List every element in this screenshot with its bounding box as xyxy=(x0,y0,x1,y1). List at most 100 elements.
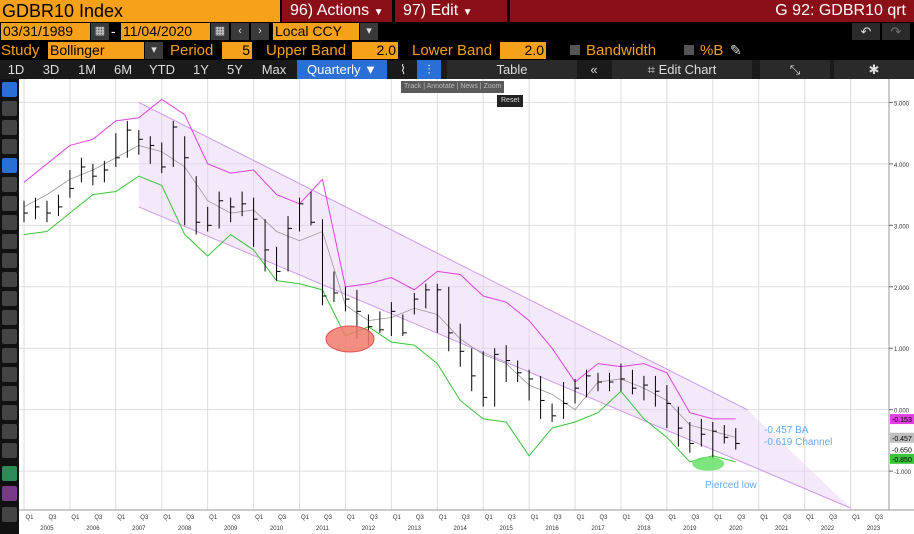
fib-tool-icon[interactable] xyxy=(2,158,17,173)
color-picker-icon[interactable] xyxy=(2,466,17,481)
date-separator: - xyxy=(111,23,116,39)
tab-ytd[interactable]: YTD xyxy=(149,62,175,77)
tab-1y[interactable]: 1Y xyxy=(193,62,209,77)
tab-1d[interactable]: 1D xyxy=(7,62,25,77)
y-tick-label: 2.000 xyxy=(894,286,910,292)
pctb-checkbox[interactable] xyxy=(684,45,694,55)
x-year-label: 2012 xyxy=(362,526,376,532)
end-date-input[interactable]: 11/04/2020 xyxy=(121,23,210,40)
start-date-input[interactable]: 03/31/1989 xyxy=(1,23,90,40)
period-input[interactable]: 5 xyxy=(222,42,252,59)
prev-icon[interactable]: ‹ xyxy=(231,23,249,40)
ohlc-chart-icon[interactable]: ⫶ xyxy=(417,60,441,79)
shape-tool-icon[interactable] xyxy=(2,234,17,249)
price-bar xyxy=(459,323,465,367)
x-quarter-label: Q1 xyxy=(393,515,402,521)
x-year-label: 2009 xyxy=(224,526,238,532)
upper-band-input[interactable]: 2.0 xyxy=(352,42,398,59)
price-bar xyxy=(517,360,522,383)
measure-tool-icon[interactable] xyxy=(2,272,17,287)
annotate-button[interactable]: Annotate xyxy=(426,83,455,90)
chevron-down-icon: ▼ xyxy=(462,7,473,18)
line-chart-icon[interactable]: ⌇ xyxy=(399,62,407,77)
chevron-down-icon[interactable]: ▾ xyxy=(145,42,163,59)
price-bar xyxy=(149,136,155,164)
price-bar xyxy=(505,345,511,383)
brush-icon[interactable] xyxy=(2,424,17,439)
cursor-icon[interactable] xyxy=(2,82,17,97)
actions-menu[interactable]: 96) Actions ▼ xyxy=(282,0,392,22)
line-tool-icon[interactable] xyxy=(2,101,17,116)
ray-tool-icon[interactable] xyxy=(2,177,17,192)
price-tag-label: -0.650 xyxy=(892,448,912,455)
price-bar xyxy=(80,157,86,183)
pencil-icon[interactable]: ✎ xyxy=(730,42,742,58)
x-year-label: 2018 xyxy=(637,526,651,532)
study-bar: Study Bollinger ▾ Period 5 Upper Band 2.… xyxy=(0,41,914,60)
price-bar xyxy=(321,219,327,306)
redo-icon[interactable]: ↷ xyxy=(882,23,910,40)
tab-5y[interactable]: 5Y xyxy=(227,62,243,77)
edit-menu[interactable]: 97) Edit ▼ xyxy=(395,0,507,22)
settings-icon[interactable] xyxy=(2,507,17,522)
lower-band-input[interactable]: 2.0 xyxy=(500,42,546,59)
gear-icon[interactable]: ✱ xyxy=(834,60,914,79)
edit-chart-button[interactable]: ⌗ Edit Chart xyxy=(612,60,752,79)
undo-icon[interactable]: ↶ xyxy=(852,23,880,40)
table-button[interactable]: Table xyxy=(447,60,577,79)
arrow-tool-icon[interactable] xyxy=(2,196,17,211)
trend-tool-icon[interactable] xyxy=(2,120,17,135)
price-bar xyxy=(264,219,270,272)
collapse-icon[interactable]: « xyxy=(590,62,598,77)
x-axis-ticks: Q1 Q3 2005 Q1 Q3 2006 Q1 Q3 2007 Q1 Q3 2008 Q1 Q3 2009… xyxy=(26,515,884,532)
note-icon[interactable] xyxy=(2,443,17,458)
x-quarter-label: Q3 xyxy=(691,515,700,521)
zoom-button[interactable]: Zoom xyxy=(483,83,502,90)
pan-tool-icon[interactable] xyxy=(2,310,17,325)
price-bar xyxy=(115,133,120,167)
price-bar xyxy=(608,372,614,392)
erase-icon[interactable] xyxy=(2,348,17,363)
price-bar xyxy=(528,369,534,401)
news-button[interactable]: News xyxy=(460,83,478,90)
bollinger-lower-line xyxy=(23,175,736,463)
x-quarter-label: Q3 xyxy=(48,515,57,521)
red-ellipse-annotation xyxy=(325,325,375,353)
tab-3d[interactable]: 3D xyxy=(42,62,60,77)
magnet-icon[interactable] xyxy=(2,329,17,344)
price-bar xyxy=(69,170,74,198)
text-tool-icon[interactable] xyxy=(2,215,17,230)
reset-button[interactable]: Reset xyxy=(497,95,524,107)
ticker-field[interactable]: GDBR10 Index xyxy=(0,0,280,22)
next-icon[interactable]: › xyxy=(251,23,269,40)
pencil-tool-icon[interactable] xyxy=(2,253,17,268)
study-select[interactable]: Bollinger xyxy=(48,42,144,59)
x-year-label: 2006 xyxy=(86,526,100,532)
tab-6m[interactable]: 6M xyxy=(113,62,133,77)
palette-icon[interactable] xyxy=(2,486,17,501)
lock-icon[interactable] xyxy=(2,367,17,382)
layers-icon[interactable] xyxy=(2,405,17,420)
calendar-icon[interactable]: ▦ xyxy=(211,23,229,40)
calendar-icon[interactable]: ▦ xyxy=(91,23,109,40)
eye-icon[interactable] xyxy=(2,386,17,401)
tab-max[interactable]: Max xyxy=(261,62,287,77)
resize-icon[interactable]: ⤡ xyxy=(760,60,830,79)
chevron-down-icon[interactable]: ▾ xyxy=(360,23,378,40)
price-bar xyxy=(218,191,224,229)
frequency-select[interactable]: Quarterly ▼ xyxy=(297,60,387,79)
channel-tool-icon[interactable] xyxy=(2,139,17,154)
y-axis-ticks: 5.000 4.000 3.000 2.000 1.000 0.000 -1.000 xyxy=(889,101,912,476)
crosshair-icon[interactable] xyxy=(2,291,17,306)
track-button[interactable]: Track xyxy=(404,83,422,90)
bandwidth-checkbox[interactable] xyxy=(570,45,580,55)
price-bar xyxy=(712,421,717,459)
chart-area[interactable]: -0.457 BA -0.619 Channel Pierced low 5.0… xyxy=(19,79,914,534)
currency-select[interactable]: Local CCY xyxy=(273,23,359,40)
price-bar xyxy=(230,197,235,223)
x-quarter-label: Q1 xyxy=(760,515,769,521)
y-tick-label: 4.000 xyxy=(894,163,910,169)
tab-1m[interactable]: 1M xyxy=(77,62,97,77)
price-bar xyxy=(436,283,442,333)
reset-label: Reset xyxy=(501,97,520,104)
